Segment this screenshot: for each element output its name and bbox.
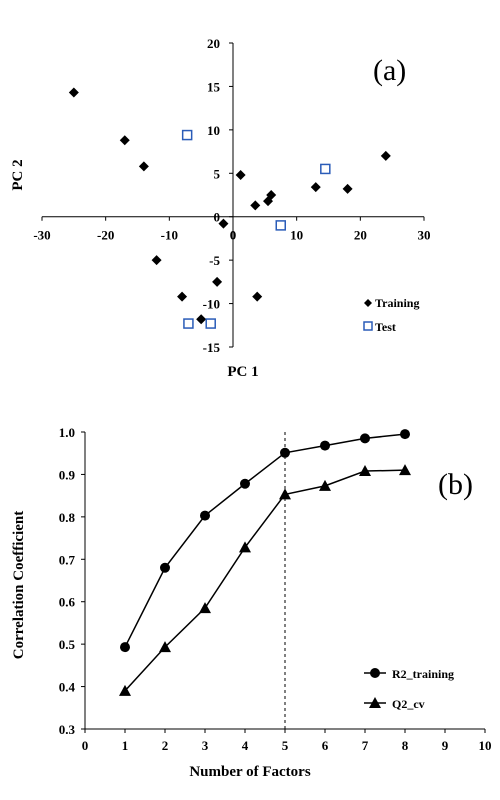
q2-cv-point [399, 464, 411, 476]
training-point [380, 150, 391, 161]
y-tick-label: 5 [214, 166, 221, 181]
q2-cv-point [119, 684, 131, 696]
y-tick-label: 0.5 [59, 637, 76, 652]
x-axis-title: Number of Factors [189, 764, 311, 780]
x-tick-label: 7 [362, 738, 369, 753]
y-tick-label: 1.0 [59, 425, 75, 440]
training-point [212, 276, 223, 287]
training-point [266, 190, 277, 200]
q2-cv-point [319, 479, 331, 491]
y-tick-label: 0.3 [59, 722, 76, 737]
q2-cv-point [159, 641, 171, 653]
r2-training-point [120, 642, 130, 653]
x-tick-label: 2 [162, 738, 169, 753]
r2-training-point [200, 510, 210, 521]
test-point [183, 318, 194, 329]
legend-test-label: Test [375, 320, 396, 334]
x-tick-label: 30 [418, 228, 431, 243]
legend-training-marker [364, 299, 372, 307]
training-point [342, 183, 353, 194]
y-axis-title: Correlation Coefficient [11, 511, 27, 659]
training-point [119, 135, 130, 146]
training-point [218, 218, 229, 229]
y-tick-label: 0.6 [59, 595, 76, 610]
legend-q2-label: Q2_cv [392, 697, 425, 711]
x-tick-label: 8 [402, 738, 409, 753]
legend-test-marker [363, 321, 373, 331]
x-tick-label: -10 [161, 228, 178, 243]
x-tick-label: 10 [290, 228, 303, 243]
x-tick-label: 3 [202, 738, 209, 753]
line-panel-b: 0 1 2 3 4 5 6 7 8 9 10 0.3 0.4 0.5 0.6 0.7 0.8 0.9 1.0 Numb… [11, 425, 492, 780]
x-axis-title: PC 1 [227, 364, 258, 380]
training-point [68, 87, 79, 98]
panel-label-a: (a) [373, 54, 406, 87]
legend-training-label: Training [375, 296, 419, 310]
panel-label-b: (b) [438, 468, 473, 501]
test-point [181, 129, 193, 141]
y-tick-label: -5 [209, 253, 220, 268]
y-axis-title: PC 2 [10, 159, 26, 190]
test-point [320, 163, 331, 175]
y-tick-label: 20 [207, 36, 220, 51]
training-point [151, 255, 162, 266]
r2-training-point [320, 440, 330, 451]
legend-q2-marker [369, 697, 381, 708]
y-tick-label: 0 [214, 210, 221, 225]
y-tick-label: 15 [207, 79, 221, 94]
legend-r2-label: R2_training [392, 667, 454, 681]
q2-cv-point [279, 488, 291, 500]
x-tick-label: 6 [322, 738, 329, 753]
r2-training-line [124, 433, 406, 648]
y-tick-label: -15 [203, 340, 221, 355]
training-point [138, 161, 149, 172]
legend-r2-marker [370, 668, 380, 678]
x-tick-label: 9 [442, 738, 449, 753]
x-tick-label: 5 [282, 738, 289, 753]
y-tick-label: 0.8 [59, 510, 76, 525]
x-tick-label: 1 [122, 738, 129, 753]
x-tick-label: 10 [479, 738, 492, 753]
x-tick-label: -20 [97, 228, 114, 243]
y-tick-label: 0.9 [59, 467, 76, 482]
training-point [252, 291, 263, 302]
x-tick-label: -30 [33, 228, 50, 243]
r2-training-point [360, 433, 370, 444]
training-point [250, 200, 261, 211]
q2-cv-point [359, 465, 371, 477]
training-point [235, 170, 246, 181]
r2-training-point [280, 447, 290, 458]
x-tick-label: 20 [354, 228, 367, 243]
r2-training-point [240, 478, 250, 489]
x-tick-label: 0 [230, 228, 237, 243]
test-point [275, 220, 286, 231]
q2-cv-point [239, 541, 251, 553]
y-tick-label: 10 [207, 123, 220, 138]
q2-cv-point [199, 602, 211, 614]
scatter-panel-a: -30 -20 -10 0 10 20 30 -15 -10 -5 0 5 10 15 20 PC 1 PC 2… [10, 36, 431, 380]
r2-training-point [160, 562, 170, 573]
y-tick-label: -10 [203, 297, 220, 312]
test-point [205, 318, 216, 329]
training-point [177, 291, 188, 302]
training-point [196, 314, 207, 325]
q2-cv-line [124, 469, 406, 692]
r2-training-point [400, 429, 410, 440]
y-tick-label: 0.7 [59, 552, 76, 567]
training-point [310, 182, 321, 193]
x-tick-label: 0 [82, 738, 89, 753]
y-tick-label: 0.4 [59, 680, 76, 695]
x-tick-label: 4 [242, 738, 249, 753]
